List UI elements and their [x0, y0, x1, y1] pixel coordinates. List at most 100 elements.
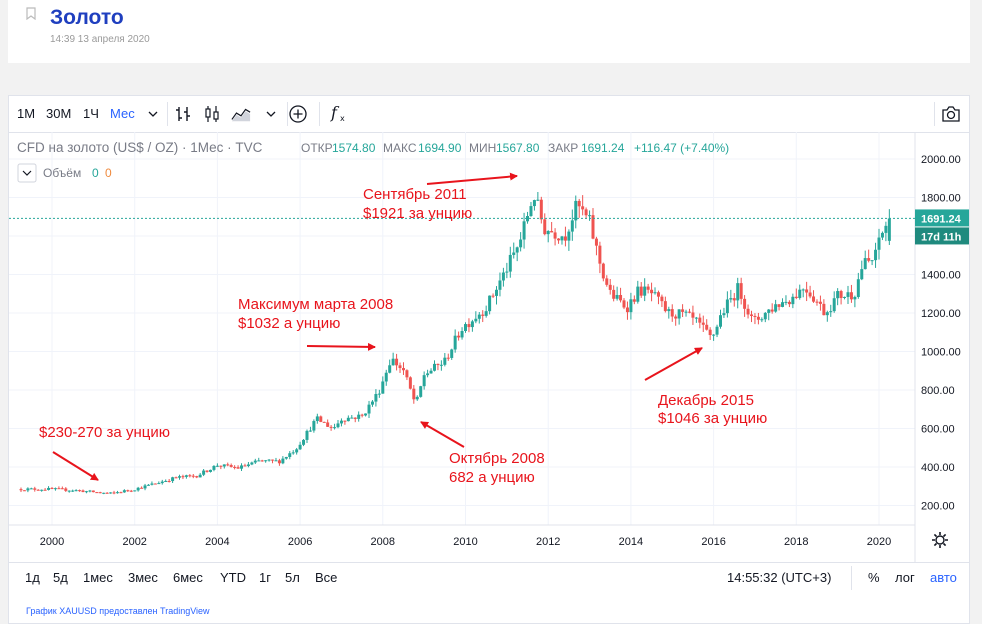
candle-body — [243, 465, 247, 467]
candle-body — [860, 269, 864, 280]
chevron-down-icon[interactable] — [143, 104, 163, 124]
page-date: 14:39 13 апреля 2020 — [50, 34, 150, 45]
candle-body — [336, 423, 340, 428]
candle-body — [708, 329, 712, 336]
candle-body — [115, 492, 119, 494]
candle-body — [364, 413, 368, 416]
candle-body — [112, 492, 116, 494]
candle-body — [684, 311, 688, 313]
candle-body — [133, 490, 137, 492]
annotation-arrow-2008-high — [306, 342, 376, 351]
candle-body — [801, 289, 805, 291]
range-6m-button[interactable]: 6мес — [173, 570, 203, 585]
bar-style-icon[interactable] — [173, 104, 193, 124]
candle-body — [350, 417, 354, 419]
range-3m-button[interactable]: 3мес — [128, 570, 158, 585]
candle-body — [367, 404, 371, 414]
candle-body — [464, 324, 467, 332]
log-scale-button[interactable]: лог — [895, 570, 915, 585]
candle-body — [257, 460, 261, 462]
annotation-2015-line2: $1046 за унцию — [658, 410, 767, 427]
time-tick-label: 2008 — [371, 536, 395, 548]
interval-1m-button[interactable]: 1M — [17, 106, 36, 121]
candle-body — [171, 477, 175, 482]
range-ytd-button[interactable]: YTD — [220, 570, 246, 585]
candle-body — [884, 225, 888, 233]
candle-body — [625, 307, 629, 313]
bottom-toolbar: 1д 5д 1мес 3мес 6мес YTD 1г 5л Все 14:55… — [9, 562, 969, 593]
candle-body — [781, 302, 785, 307]
annotation-2008-low-line2: 682 а унцию — [449, 469, 535, 486]
candle-body — [753, 315, 757, 317]
candle-body — [756, 316, 760, 320]
candle-body — [557, 238, 561, 241]
range-1d-button[interactable]: 1д — [25, 570, 40, 585]
candle-body — [639, 286, 643, 296]
range-1y-button[interactable]: 1г — [259, 570, 271, 585]
candle-body — [763, 312, 767, 320]
candle-body — [750, 314, 754, 316]
candle-body — [870, 260, 874, 262]
candle-body — [71, 490, 75, 492]
tradingview-credit-link[interactable]: График XAUUSD предоставлен TradingView — [26, 606, 210, 616]
price-chart[interactable]: $230-270 за унцию Максимум марта 2008 $1… — [9, 132, 969, 562]
candle-body — [353, 417, 357, 419]
compare-add-icon[interactable] — [288, 104, 308, 124]
toolbar-divider — [167, 102, 168, 126]
time-tick-label: 2010 — [453, 536, 477, 548]
candle-style-icon[interactable] — [202, 104, 222, 124]
interval-30m-button[interactable]: 30M — [46, 106, 72, 121]
interval-month-button[interactable]: Мес — [110, 106, 135, 121]
interval-1h-button[interactable]: 1Ч — [83, 106, 99, 121]
annotation-2001: $230-270 за унцию — [39, 424, 170, 441]
bookmark-icon[interactable] — [26, 7, 36, 23]
candle-body — [236, 467, 240, 469]
candle-body — [164, 480, 168, 482]
annotation-arrow-2001 — [52, 451, 99, 481]
candle-body — [543, 219, 547, 235]
chevron-down-icon[interactable] — [261, 104, 281, 124]
candle-body — [150, 483, 154, 485]
candle-body — [829, 311, 833, 313]
area-style-icon[interactable] — [231, 104, 251, 124]
toolbar-divider — [851, 566, 852, 590]
candle-body — [143, 485, 147, 489]
camera-icon[interactable] — [941, 104, 961, 124]
candle-body — [226, 464, 230, 466]
candle-body — [495, 289, 499, 296]
candle-body — [195, 476, 199, 478]
legend-open-value: 1574.80 — [332, 141, 376, 155]
candle-body — [319, 416, 323, 422]
range-5d-button[interactable]: 5д — [53, 570, 68, 585]
candle-body — [774, 304, 778, 312]
annotation-2011-line1: Сентябрь 2011 — [363, 186, 467, 203]
candle-body — [481, 314, 485, 316]
candle-body — [508, 254, 512, 272]
percent-scale-button[interactable]: % — [868, 570, 880, 585]
candle-body — [880, 232, 884, 238]
time-tick-label: 2004 — [205, 536, 229, 548]
range-5y-button[interactable]: 5л — [285, 570, 300, 585]
range-all-button[interactable]: Все — [315, 570, 338, 585]
candle-body — [584, 209, 588, 216]
candle-body — [84, 491, 88, 493]
candle-body — [222, 464, 226, 467]
candle-body — [360, 414, 364, 416]
candle-body — [333, 427, 337, 429]
candle-body — [681, 309, 685, 312]
candle-body — [388, 365, 392, 373]
auto-scale-button[interactable]: авто — [930, 570, 957, 585]
candle-body — [722, 313, 726, 316]
candle-body — [474, 318, 478, 322]
candle-body — [98, 492, 102, 494]
volume-collapse-toggle[interactable] — [17, 163, 37, 183]
clock-timezone-button[interactable]: 14:55:32 (UTC+3) — [727, 570, 832, 585]
range-1m-button[interactable]: 1мес — [83, 570, 113, 585]
price-axis: 2000.001800.001600.001400.001200.001000.… — [921, 154, 961, 513]
page-title: Золото — [50, 6, 124, 29]
candle-body — [136, 487, 140, 491]
candle-body — [808, 292, 812, 297]
time-tick-label: 2012 — [536, 536, 560, 548]
